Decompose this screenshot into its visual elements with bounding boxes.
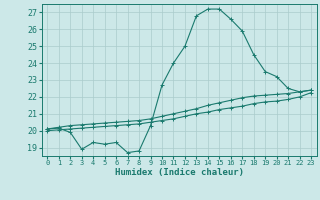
X-axis label: Humidex (Indice chaleur): Humidex (Indice chaleur)	[115, 168, 244, 177]
